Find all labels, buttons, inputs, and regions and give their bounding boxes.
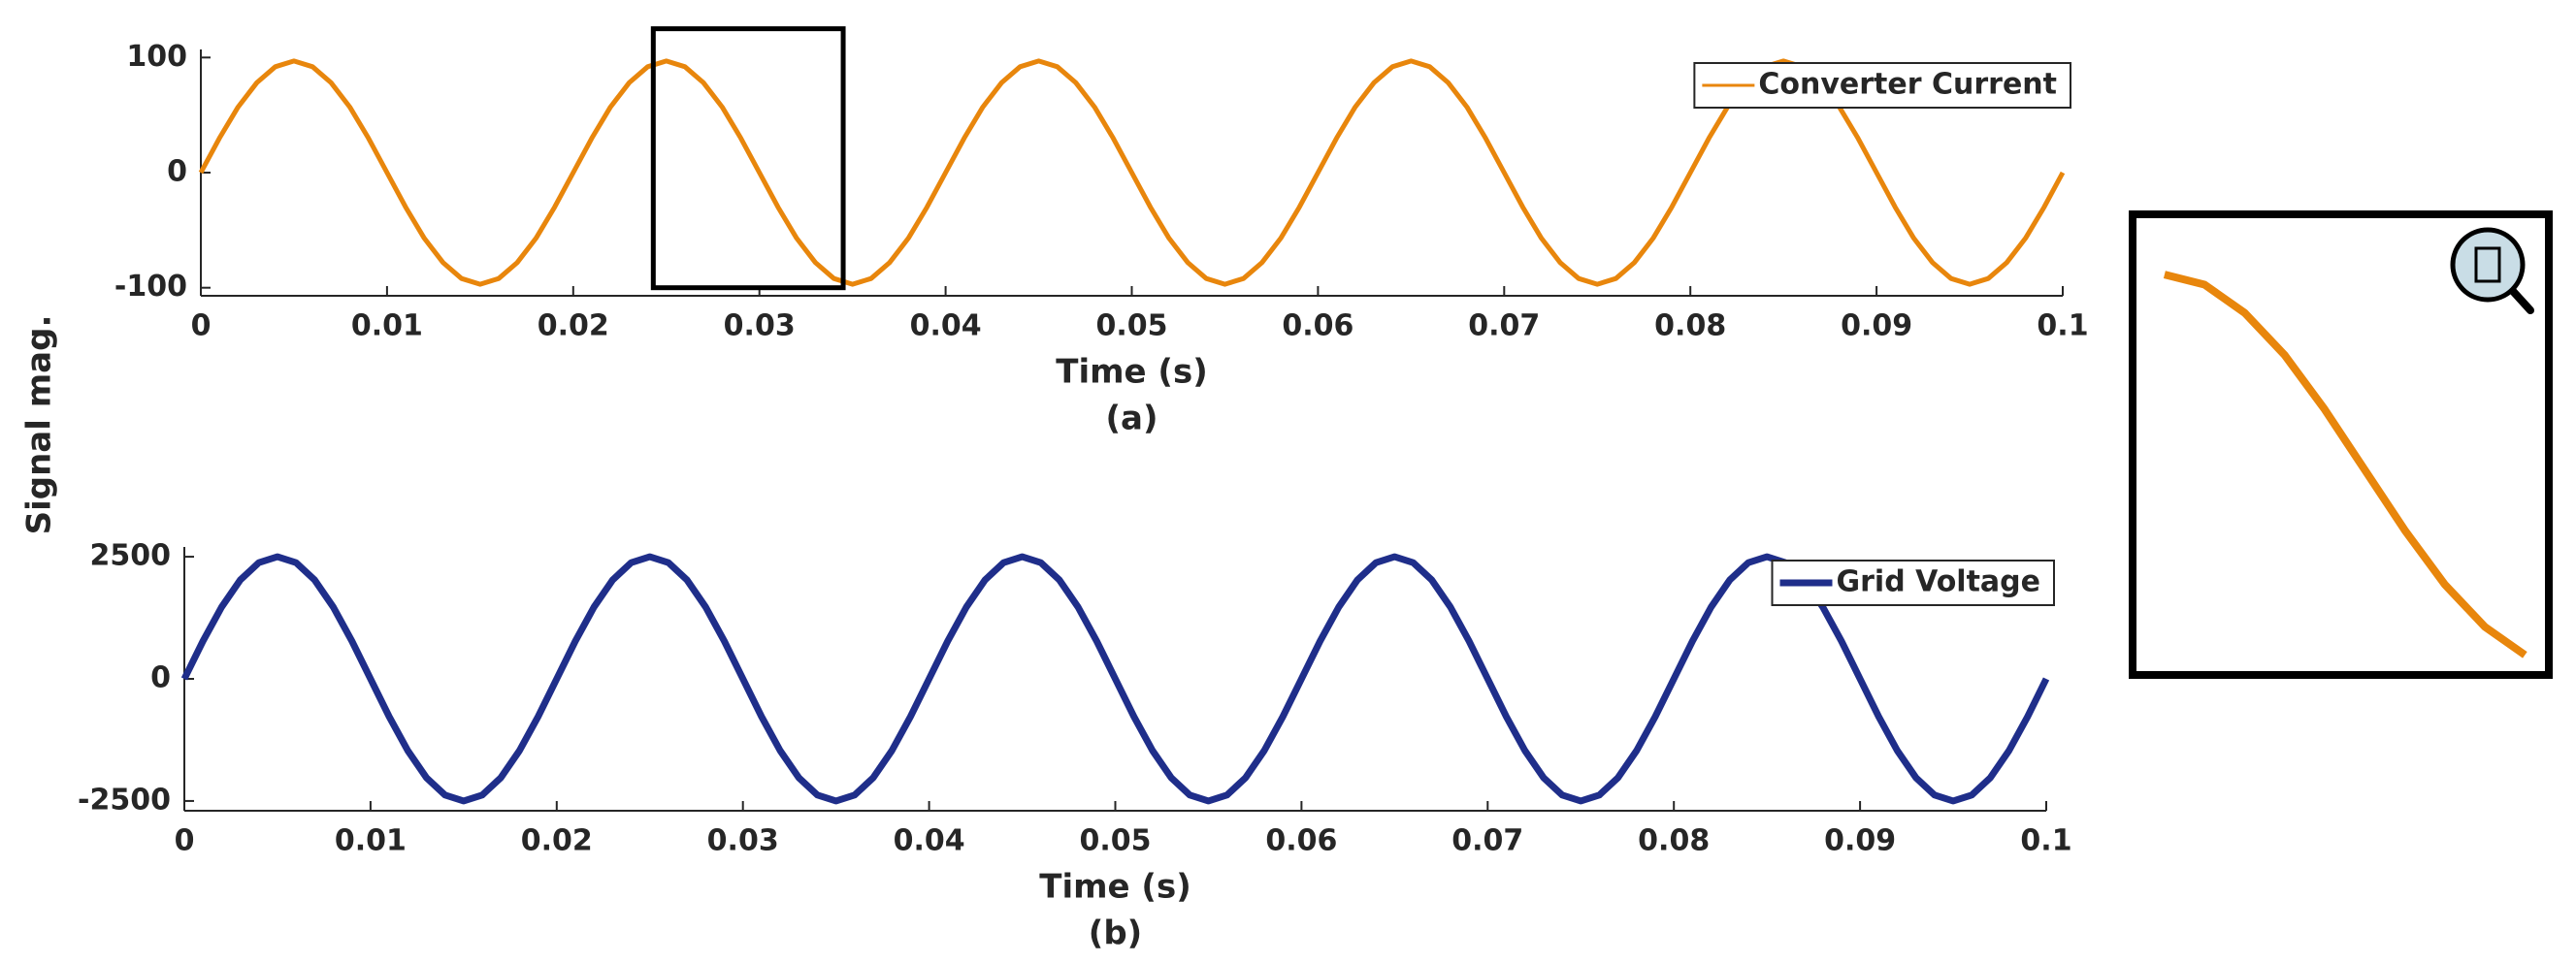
x-tick-label: 0.05 (1095, 309, 1167, 343)
x-tick-label: 0.04 (910, 309, 982, 343)
x-tick-label: 0.04 (894, 824, 965, 858)
y-tick-label: 100 (126, 40, 187, 74)
x-tick-label: 0.09 (1841, 309, 1912, 343)
x-tick-label: 0.07 (1468, 309, 1540, 343)
x-tick-label: 0.07 (1451, 824, 1523, 858)
x-tick-label: 0.06 (1282, 309, 1353, 343)
zoom-box (650, 26, 846, 291)
y-tick-label: 2500 (90, 539, 172, 573)
x-tick-label: 0.03 (707, 824, 779, 858)
x-axis-label: Time (s) (1056, 353, 1208, 392)
subplot-caption: (b) (1089, 915, 1142, 953)
x-tick-label: 0.03 (724, 309, 796, 343)
subplot-caption: (a) (1105, 400, 1158, 438)
x-tick-label: 0.02 (538, 309, 609, 343)
y-tick-label: 0 (167, 155, 187, 189)
shared-y-label: Signal mag. (20, 315, 59, 535)
x-tick-label: 0.01 (335, 824, 407, 858)
x-axis-label: Time (s) (1039, 868, 1191, 907)
x-tick-label: 0 (175, 824, 195, 858)
inset-line (2163, 271, 2527, 658)
x-tick-label: 0.05 (1079, 824, 1151, 858)
legend-label: Converter Current (1758, 68, 2057, 102)
magnifier-icon (2450, 227, 2534, 314)
x-tick-label: 0.1 (2037, 309, 2088, 343)
y-tick-label: -2500 (78, 783, 171, 817)
x-tick-label: 0.09 (1824, 824, 1896, 858)
zoom-inset (2129, 210, 2553, 679)
legend-box (1693, 62, 2071, 109)
x-tick-label: 0.08 (1654, 309, 1726, 343)
x-tick-label: 0.06 (1265, 824, 1337, 858)
y-tick-label: 0 (150, 661, 171, 695)
x-tick-label: 0.02 (521, 824, 593, 858)
legend: Converter Current (1693, 62, 2071, 109)
y-tick-label: -100 (114, 270, 187, 304)
data-line (180, 553, 2050, 805)
x-tick-label: 0.01 (351, 309, 423, 343)
x-tick-label: 0.08 (1638, 824, 1710, 858)
legend: Grid Voltage (1771, 560, 2055, 606)
x-tick-label: 0 (191, 309, 212, 343)
x-tick-label: 0.1 (2020, 824, 2071, 858)
legend-label: Grid Voltage (1837, 565, 2041, 599)
